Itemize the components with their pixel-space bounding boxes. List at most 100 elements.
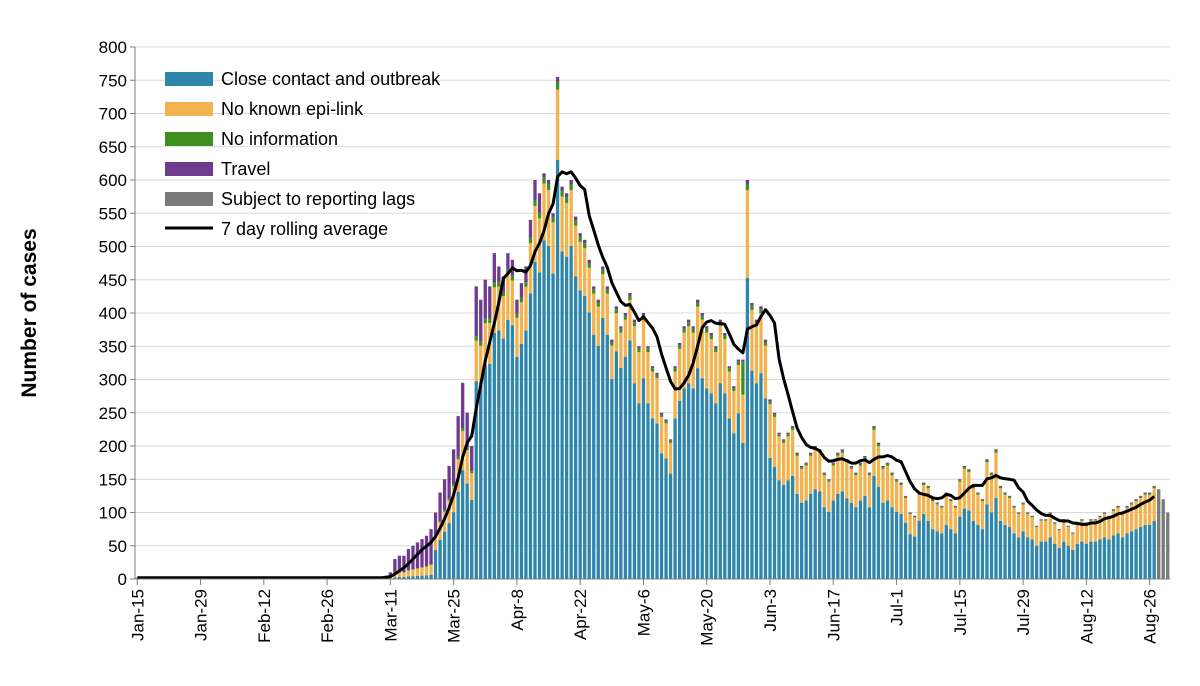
- bar-no-information: [668, 440, 673, 443]
- bar-travel: [646, 346, 650, 349]
- bar-no-epi-link: [1075, 523, 1080, 544]
- bar-no-information: [971, 486, 976, 489]
- bar-travel: [750, 303, 754, 306]
- bar-no-information: [601, 269, 605, 275]
- bar-close-contact: [614, 351, 619, 579]
- bar-travel: [1021, 502, 1025, 504]
- bar-close-contact: [393, 577, 397, 579]
- bar-no-epi-link: [1044, 520, 1048, 542]
- bar-travel: [876, 442, 881, 445]
- bar-no-epi-link: [406, 570, 411, 577]
- legend-label-no-information: No information: [221, 129, 338, 149]
- bar-close-contact: [1107, 539, 1111, 579]
- bar-no-information: [795, 453, 799, 456]
- bar-no-information: [542, 177, 546, 184]
- bar-no-epi-link: [705, 332, 709, 389]
- bar-close-contact: [686, 383, 691, 579]
- bar-no-information: [1039, 519, 1043, 521]
- bar-no-epi-link: [447, 500, 451, 524]
- bar-no-epi-link: [587, 267, 591, 313]
- legend: Close contact and outbreak No known epi-…: [165, 69, 441, 239]
- bar-no-epi-link: [1116, 507, 1120, 534]
- bar-no-epi-link: [876, 446, 881, 487]
- bar-travel: [388, 572, 393, 578]
- bar-travel: [858, 462, 863, 464]
- bar-no-information: [1057, 529, 1061, 531]
- bar-close-contact: [628, 340, 632, 579]
- legend-label-reporting-lags: Subject to reporting lags: [221, 189, 415, 209]
- bar-travel: [831, 462, 835, 464]
- bar-no-epi-link: [903, 497, 908, 523]
- bar-no-epi-link: [1021, 504, 1025, 532]
- bar-travel: [461, 382, 465, 428]
- bar-no-epi-link: [763, 345, 768, 399]
- bar-no-information: [1021, 503, 1025, 505]
- bar-travel: [655, 372, 659, 375]
- x-tick-label: Jul-1: [888, 589, 907, 626]
- bar-close-contact: [718, 383, 722, 579]
- bar-no-epi-link: [1062, 520, 1066, 542]
- bar-no-information: [931, 499, 935, 502]
- legend-label-travel: Travel: [221, 159, 270, 179]
- bar-no-information: [799, 467, 804, 469]
- bar-no-information: [655, 374, 659, 379]
- bar-travel: [709, 332, 713, 336]
- bar-no-epi-link: [976, 494, 980, 525]
- bar-close-contact: [483, 365, 487, 579]
- bar-travel: [488, 286, 492, 319]
- bar-close-contact: [750, 370, 754, 579]
- bar-no-epi-link: [1089, 520, 1093, 542]
- bar-no-information: [858, 463, 863, 466]
- bar-travel: [560, 186, 564, 191]
- bar-close-contact: [1062, 541, 1066, 579]
- bar-travel: [537, 193, 542, 213]
- bar-travel: [1134, 499, 1138, 500]
- bar-close-contact: [727, 418, 731, 579]
- bar-travel: [994, 449, 998, 451]
- bar-no-epi-link: [492, 287, 496, 333]
- bar-close-contact: [501, 338, 506, 579]
- bar-close-contact: [632, 383, 637, 579]
- bar-no-information: [723, 335, 727, 340]
- bar-no-information: [994, 450, 998, 453]
- bar-no-information: [537, 212, 542, 219]
- bar-no-epi-link: [614, 313, 619, 352]
- bar-travel: [894, 479, 899, 481]
- bar-travel: [596, 299, 600, 303]
- bar-travel: [542, 173, 546, 178]
- bar-close-contact: [700, 378, 704, 579]
- bar-no-information: [962, 467, 967, 469]
- bar-no-epi-link: [483, 323, 487, 366]
- bar-close-contact: [424, 575, 429, 579]
- bar-close-contact: [908, 534, 912, 579]
- bar-no-information: [1148, 493, 1152, 495]
- bar-travel: [619, 326, 623, 329]
- bar-travel: [555, 76, 560, 82]
- bar-no-information: [659, 414, 664, 417]
- bar-no-epi-link: [1148, 494, 1152, 525]
- bar-no-information: [682, 328, 686, 333]
- x-tick-label: Jun-3: [761, 589, 780, 632]
- bar-no-information: [583, 243, 587, 249]
- bar-no-information: [1143, 493, 1147, 495]
- bar-travel: [772, 412, 777, 415]
- bar-no-epi-link: [551, 222, 555, 274]
- bar-close-contact: [809, 493, 813, 579]
- bar-no-information: [705, 328, 709, 333]
- bar-close-contact: [479, 384, 483, 579]
- bar-no-epi-link: [519, 302, 524, 344]
- bar-travel: [1039, 519, 1043, 520]
- bar-no-epi-link: [1093, 520, 1098, 542]
- bar-travel: [696, 299, 700, 303]
- bar-no-epi-link: [402, 572, 406, 578]
- y-tick-label: 600: [99, 171, 127, 190]
- bar-close-contact: [1129, 531, 1134, 579]
- bar-no-information: [587, 262, 591, 268]
- bar-no-information: [1116, 506, 1120, 508]
- bar-no-information: [677, 345, 682, 349]
- bar-close-contact: [745, 277, 750, 579]
- x-tick-label: Jan-29: [192, 589, 211, 641]
- bar-travel: [614, 306, 619, 310]
- bar-no-epi-link: [592, 293, 596, 335]
- bar-no-information: [781, 440, 786, 443]
